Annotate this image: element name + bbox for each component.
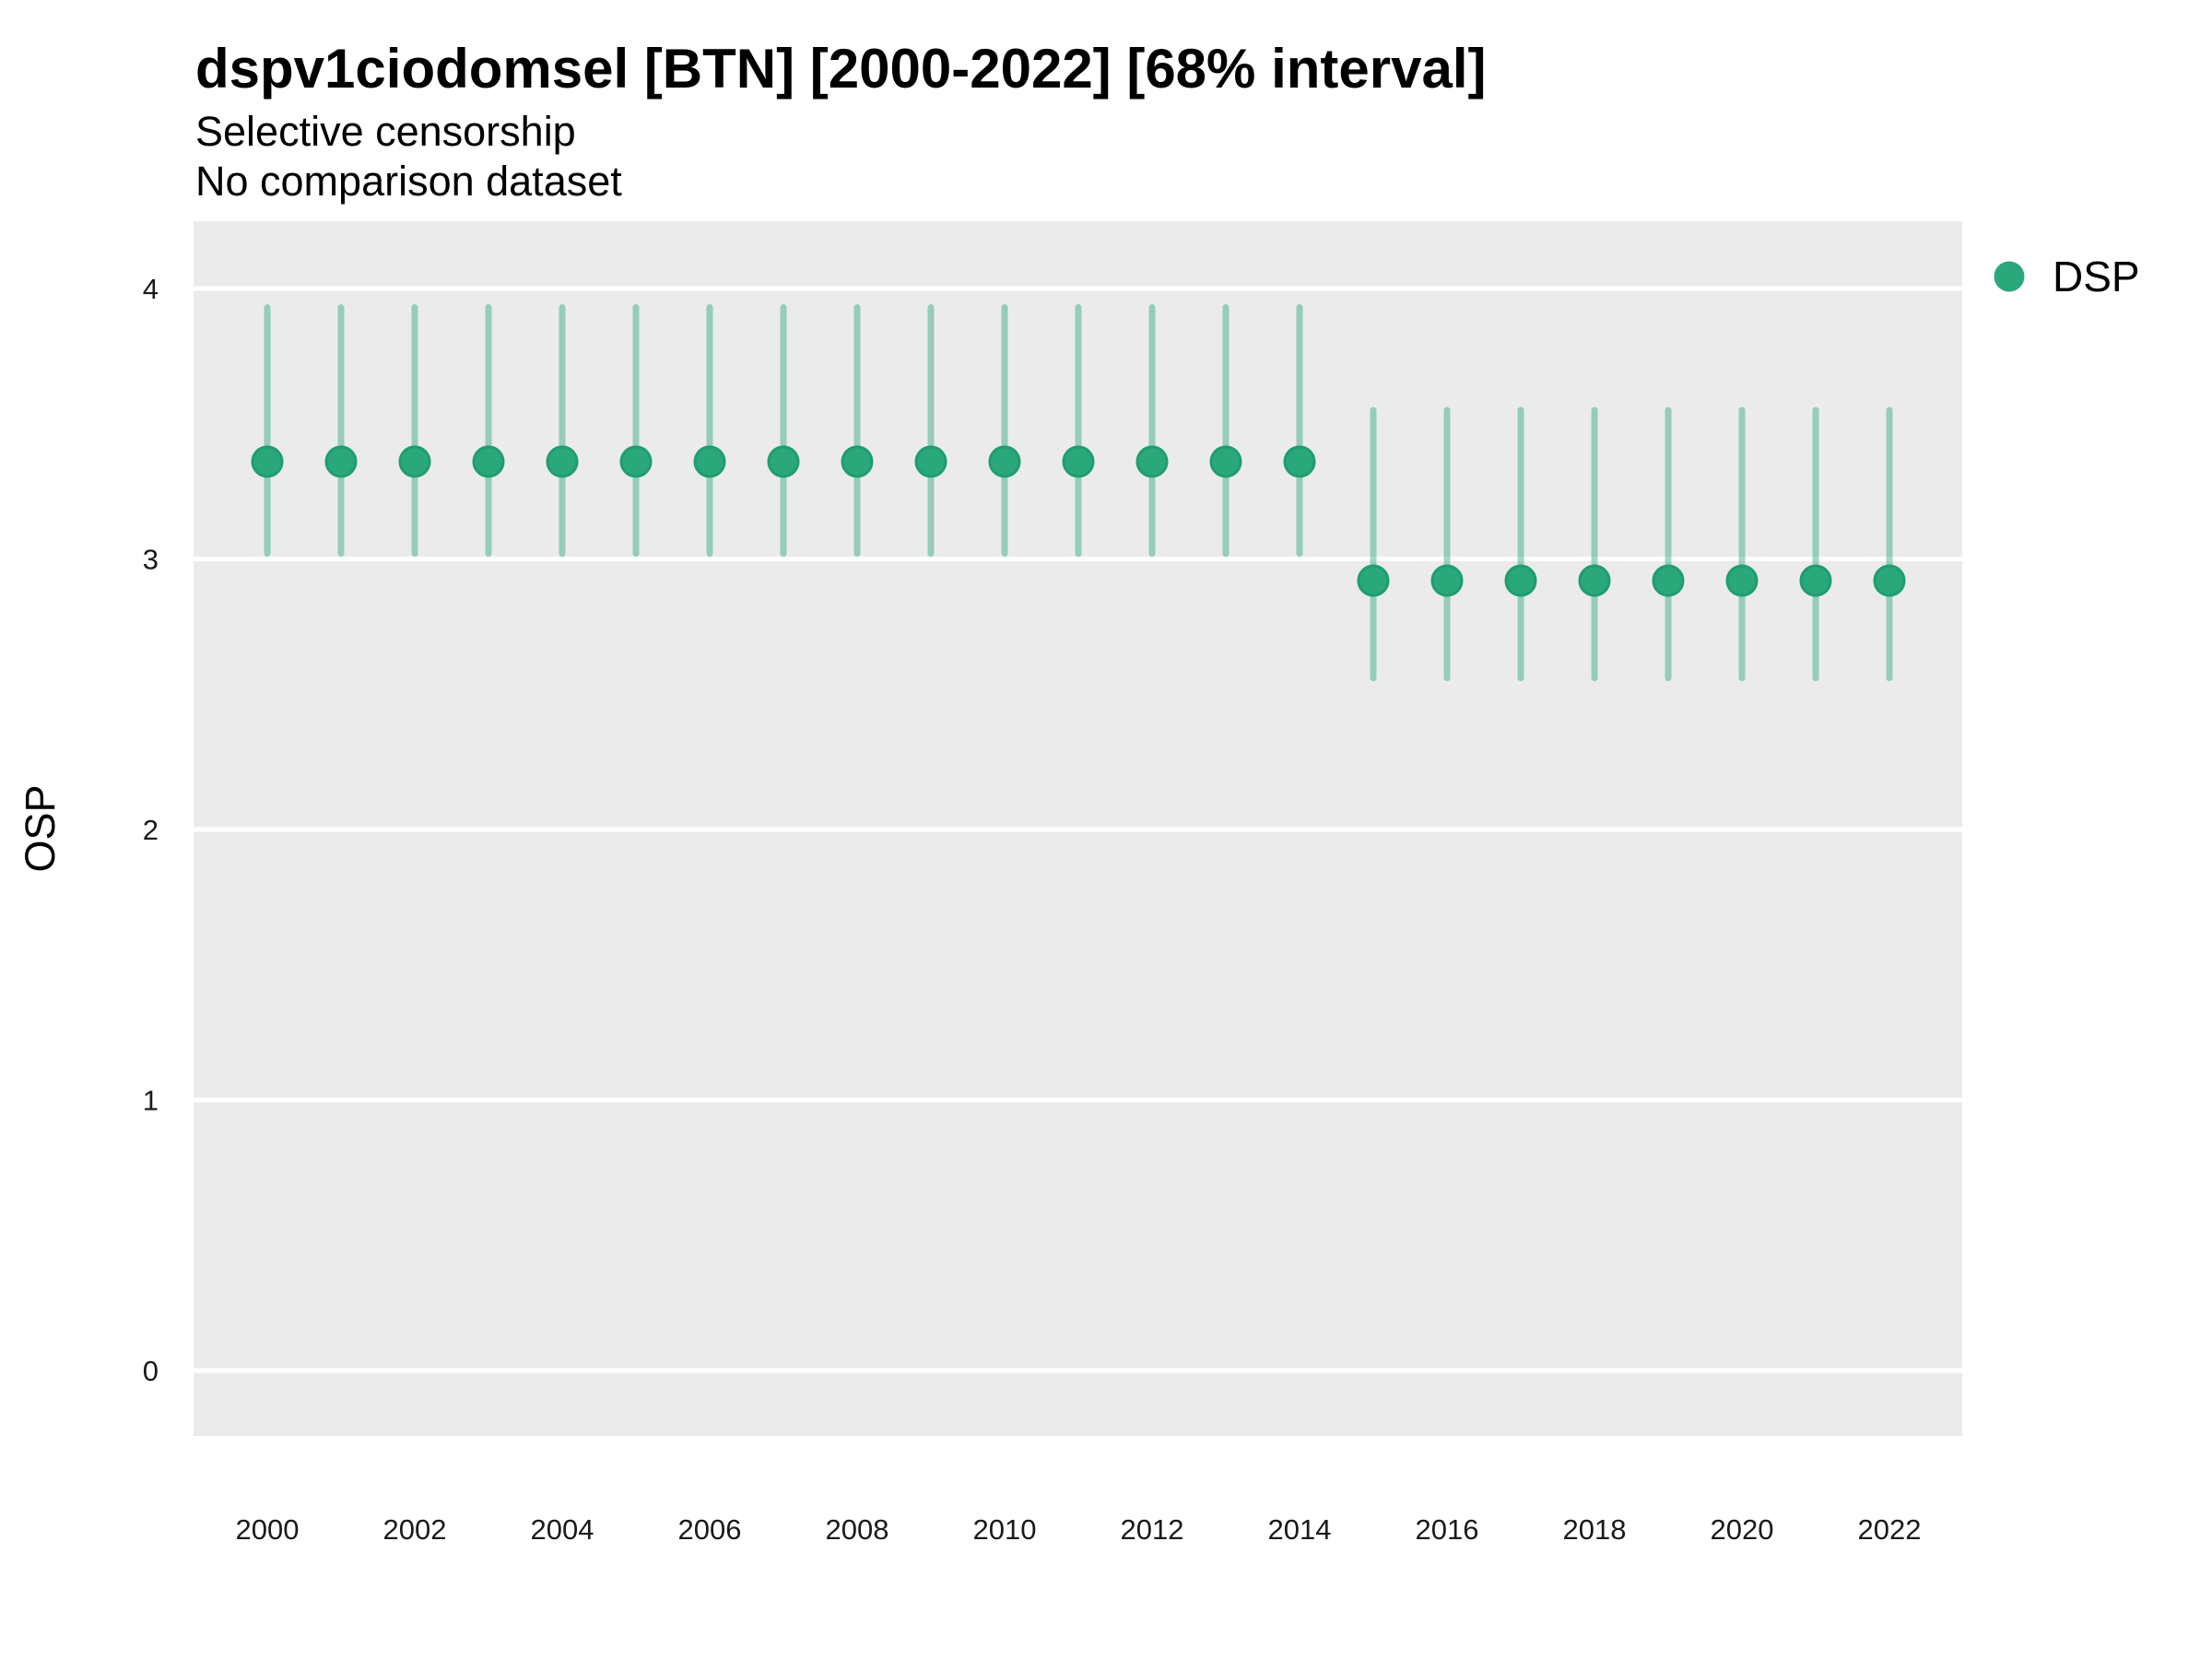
gridlines [194, 286, 1962, 1373]
data-point-2012 [1135, 445, 1169, 478]
x-tick-label-2022: 2022 [1858, 1513, 1922, 1546]
y-tick-label-1: 1 [143, 1085, 159, 1117]
x-tick-label-2012: 2012 [1121, 1513, 1184, 1546]
data-point-2003 [472, 445, 505, 478]
x-tick-label-2020: 2020 [1711, 1513, 1774, 1546]
data-point-2006 [693, 445, 726, 478]
x-tick-label-2010: 2010 [973, 1513, 1037, 1546]
x-tick-label-2016: 2016 [1416, 1513, 1479, 1546]
data-point-2016 [1430, 564, 1464, 597]
data-point-2007 [767, 445, 800, 478]
y-axis-title: OSP [17, 784, 64, 872]
data-points [251, 445, 1906, 597]
data-point-2010 [988, 445, 1021, 478]
data-point-2015 [1357, 564, 1390, 597]
x-tick-label-2014: 2014 [1268, 1513, 1332, 1546]
data-point-2002 [398, 445, 431, 478]
x-tick-label-2002: 2002 [383, 1513, 447, 1546]
data-point-2001 [324, 445, 358, 478]
y-tick-label-0: 0 [143, 1355, 159, 1387]
data-point-2008 [841, 445, 874, 478]
x-tick-label-2008: 2008 [826, 1513, 889, 1546]
legend-label-dsp: DSP [2053, 253, 2140, 300]
chart-subtitle-line1: Selective censorship [195, 108, 576, 155]
y-tick-label-2: 2 [143, 814, 159, 846]
data-point-2011 [1062, 445, 1095, 478]
data-point-2004 [546, 445, 579, 478]
data-point-2000 [251, 445, 284, 478]
data-point-2009 [914, 445, 947, 478]
x-tick-label-2006: 2006 [678, 1513, 742, 1546]
x-tick-label-2004: 2004 [531, 1513, 594, 1546]
legend-swatch-dsp [1994, 261, 2025, 292]
y-tick-label-4: 4 [143, 273, 159, 305]
y-tick-label-3: 3 [143, 544, 159, 576]
legend: DSP [1994, 253, 2140, 300]
interval-bars [264, 304, 1893, 682]
x-tick-label-2018: 2018 [1563, 1513, 1627, 1546]
data-point-2021 [1799, 564, 1832, 597]
x-axis-tick-labels: 2000 2002 2004 2006 2008 2010 2012 2014 2016 2018… [236, 1513, 1922, 1546]
y-axis-tick-labels: 0 1 2 3 4 [143, 273, 159, 1387]
data-point-2019 [1652, 564, 1685, 597]
data-point-2017 [1504, 564, 1537, 597]
data-point-2020 [1725, 564, 1759, 597]
chart-subtitle-line2: No comparison dataset [195, 158, 622, 205]
data-point-2014 [1283, 445, 1316, 478]
data-point-2005 [619, 445, 653, 478]
data-point-2018 [1578, 564, 1611, 597]
chart-title: dspv1ciodomsel [BTN] [2000-2022] [68% in… [195, 38, 1486, 100]
x-tick-label-2000: 2000 [236, 1513, 300, 1546]
data-point-2022 [1873, 564, 1906, 597]
data-point-2013 [1209, 445, 1242, 478]
